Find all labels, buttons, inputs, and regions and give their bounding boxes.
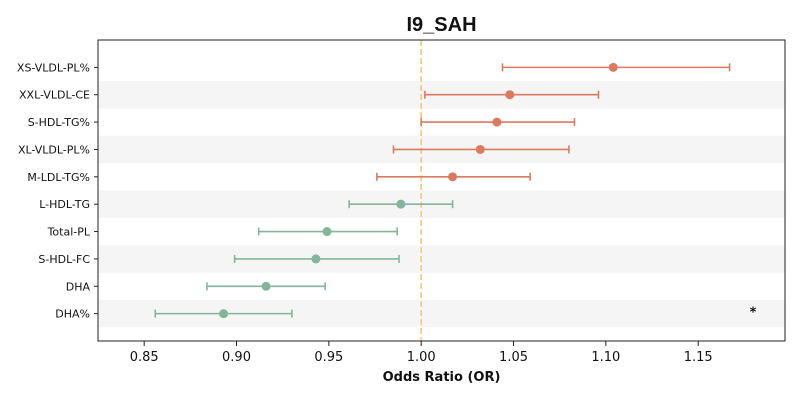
point-estimate [396,199,406,209]
x-tick-label: 1.15 [684,350,713,365]
point-estimate [475,144,485,154]
chart-title: I9_SAH [406,14,476,36]
y-tick-label: S-HDL-FC [38,253,90,266]
point-estimate [311,254,321,264]
x-axis-label: Odds Ratio (OR) [383,370,501,385]
y-tick-label: XL-VLDL-PL% [18,143,90,156]
x-tick-label: 0.95 [314,350,343,365]
y-tick-label: XXL-VLDL-CE [19,89,90,102]
x-tick-label: 1.00 [407,350,436,365]
point-estimate [492,117,502,127]
x-tick-label: 0.90 [222,350,251,365]
significance-marker: * [750,306,757,321]
y-tick-label: L-HDL-TG [39,198,90,211]
point-estimate [261,281,271,291]
y-tick-label: DHA [66,280,91,293]
plot-frame [97,39,786,342]
row-band [98,245,785,273]
point-estimate [505,90,515,100]
point-estimate [608,62,618,72]
point-estimate [448,172,458,182]
x-tick-label: 1.05 [499,350,528,365]
point-estimate [322,227,332,237]
x-tick-label: 0.85 [130,350,159,365]
y-tick-label: M-LDL-TG% [27,171,90,184]
x-axis-ticks: 0.85 0.90 0.95 1.00 1.05 1.10 1.15 [130,341,713,365]
y-tick-label: DHA% [55,308,90,321]
x-tick-label: 1.10 [591,350,620,365]
point-estimate [219,309,229,319]
y-tick-label: S-HDL-TG% [28,116,90,129]
y-tick-label: Total-PL [47,226,91,239]
y-tick-label: XS-VLDL-PL% [17,61,90,74]
data-rows: XS-VLDL-PL% XXL-VLDL-CE S-HDL-TG% XL-VLDL-P… [17,61,757,320]
